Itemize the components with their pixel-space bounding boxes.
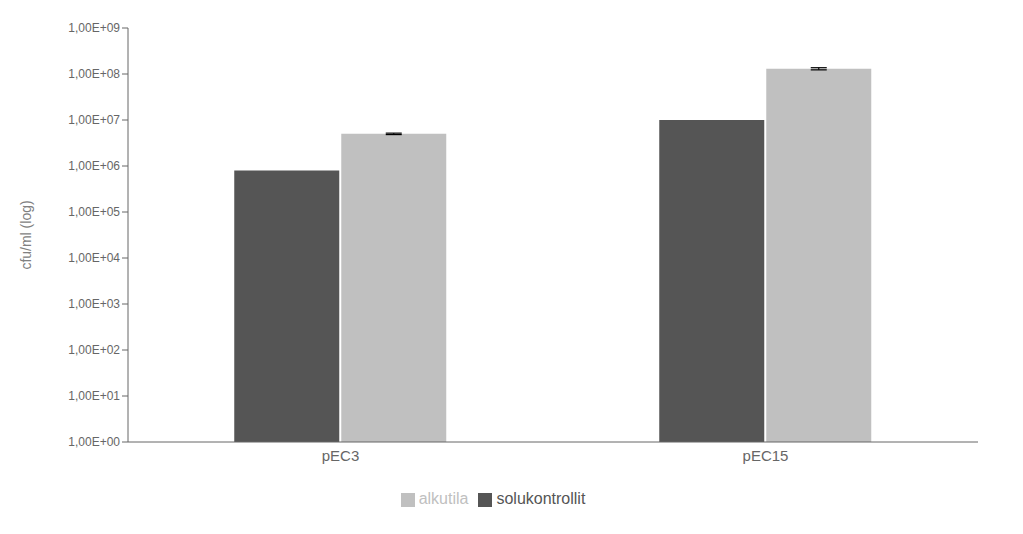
svg-text:1,00E+09: 1,00E+09	[68, 21, 120, 35]
svg-text:pEC3: pEC3	[322, 447, 360, 464]
svg-text:1,00E+03: 1,00E+03	[68, 297, 120, 311]
svg-text:cfu/ml (log): cfu/ml (log)	[18, 200, 34, 269]
html-text:solukontrollit: solukontrollit	[496, 490, 586, 507]
svg-text:1,00E+05: 1,00E+05	[68, 205, 120, 219]
svg-text:1,00E+01: 1,00E+01	[68, 389, 120, 403]
svg-text:1,00E+07: 1,00E+07	[68, 113, 120, 127]
svg-text:1,00E+06: 1,00E+06	[68, 159, 120, 173]
svg-text:1,00E+00: 1,00E+00	[68, 435, 120, 449]
svg-text:pEC15: pEC15	[743, 447, 789, 464]
svg-text:1,00E+08: 1,00E+08	[68, 67, 120, 81]
svg-text:1,00E+02: 1,00E+02	[68, 343, 120, 357]
html-text:alkutila: alkutila	[418, 490, 469, 507]
svg-text:1,00E+04: 1,00E+04	[68, 251, 120, 265]
